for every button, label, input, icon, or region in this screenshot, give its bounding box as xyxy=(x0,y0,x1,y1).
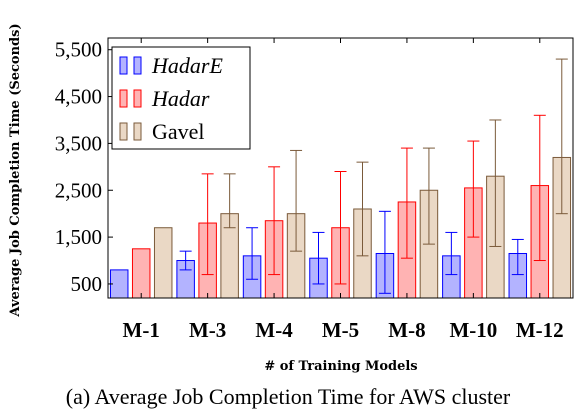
y-tick-label: 3,500 xyxy=(55,131,102,155)
legend-swatch xyxy=(133,122,142,141)
error-bar-hadare-m-12 xyxy=(511,238,524,276)
y-tick-label: 500 xyxy=(71,272,103,296)
error-bar-hadar-m-8 xyxy=(400,147,413,259)
error-bar-hadare-m-10 xyxy=(445,231,458,276)
figure-caption: (a) Average Job Completion Time for AWS … xyxy=(65,384,511,409)
error-bars-layer xyxy=(179,58,568,294)
error-bar-hadar-m-3 xyxy=(201,173,214,276)
legend-swatch xyxy=(133,56,142,75)
bar-gavel-m-1 xyxy=(153,227,173,299)
x-tick-label: M-4 xyxy=(255,318,293,342)
error-bar-gavel-m-10 xyxy=(489,119,502,247)
legend-swatch xyxy=(119,122,128,141)
y-tick-label: 1,500 xyxy=(55,225,102,249)
x-tick-label: M-10 xyxy=(449,318,497,342)
error-bar-hadare-m-5 xyxy=(312,231,325,285)
x-tick-label: M-8 xyxy=(388,318,425,342)
legend-entry-hadare: HadarE xyxy=(119,53,223,78)
axes-layer: 500 1,500 2,500 3,500 4,500 5,500 M-1 M-3 M-4 M-5… xyxy=(55,37,574,342)
legend-entry-gavel: Gavel xyxy=(119,119,205,144)
legend-label: Gavel xyxy=(152,119,205,144)
error-bar-gavel-m-5 xyxy=(356,161,369,257)
y-tick-label: 5,500 xyxy=(55,38,102,62)
y-axis-label: Average Job Completion Time (Seconds) xyxy=(8,23,23,317)
error-bar-gavel-m-12 xyxy=(555,58,568,215)
x-tick-label: M-12 xyxy=(516,318,564,342)
x-tick-label: M-3 xyxy=(189,318,226,342)
bar-hadar-m-1 xyxy=(131,248,151,299)
error-bar-hadare-m-4 xyxy=(246,227,259,280)
legend-swatch xyxy=(119,89,128,108)
bar-hadare-m-1 xyxy=(109,269,129,299)
error-bar-hadare-m-8 xyxy=(378,210,391,294)
error-bar-hadar-m-5 xyxy=(334,171,347,285)
error-bar-hadare-m-3 xyxy=(179,250,192,271)
y-tick-label: 2,500 xyxy=(55,178,102,202)
y-tick-label: 4,500 xyxy=(55,85,102,109)
error-bar-gavel-m-4 xyxy=(290,149,303,252)
x-tick-label: M-5 xyxy=(322,318,359,342)
legend-label: Hadar xyxy=(151,86,210,111)
legend-label: HadarE xyxy=(151,53,223,78)
error-bar-hadar-m-10 xyxy=(467,140,480,238)
x-axis-label: # of Training Models xyxy=(264,359,417,374)
error-bar-hadar-m-12 xyxy=(533,114,546,262)
error-bar-hadar-m-4 xyxy=(268,166,281,276)
x-tick-label: M-1 xyxy=(123,318,160,342)
legend: HadarE Hadar Gavel xyxy=(111,46,251,150)
legend-swatch xyxy=(119,56,128,75)
error-bar-gavel-m-3 xyxy=(223,173,236,229)
error-bar-gavel-m-8 xyxy=(422,147,435,245)
legend-entry-hadar: Hadar xyxy=(119,86,210,111)
legend-swatch xyxy=(133,89,142,108)
